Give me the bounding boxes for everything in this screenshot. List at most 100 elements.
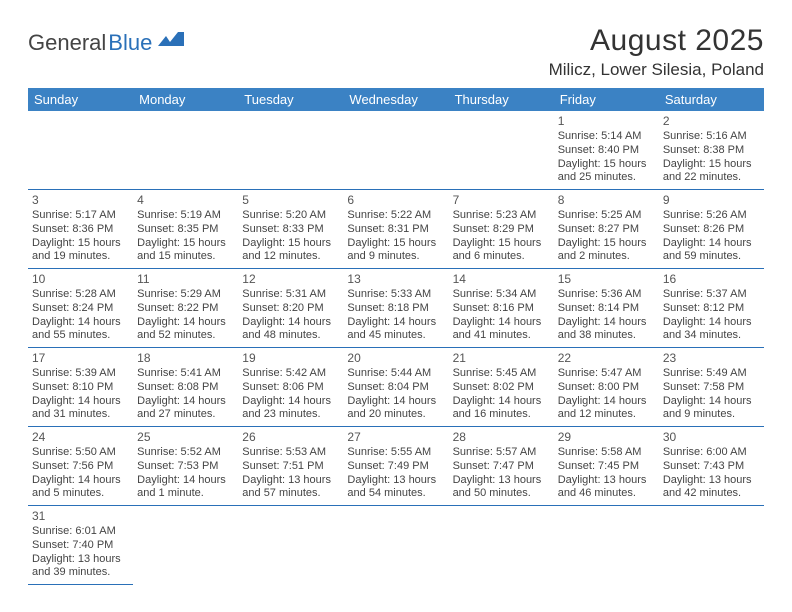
calendar-header: Sunday Monday Tuesday Wednesday Thursday… [28,88,764,111]
sunset-text: Sunset: 7:47 PM [453,460,550,474]
calendar-cell: 24Sunrise: 5:50 AMSunset: 7:56 PMDayligh… [28,427,133,506]
sunset-text: Sunset: 8:27 PM [558,223,655,237]
sunset-text: Sunset: 7:51 PM [242,460,339,474]
sunrise-text: Sunrise: 5:19 AM [137,209,234,223]
calendar-cell: 22Sunrise: 5:47 AMSunset: 8:00 PMDayligh… [554,348,659,427]
calendar-cell [28,111,133,190]
calendar-cell [659,506,764,585]
calendar-table: Sunday Monday Tuesday Wednesday Thursday… [28,88,764,585]
day-number: 4 [137,193,234,208]
sunrise-text: Sunrise: 5:29 AM [137,288,234,302]
sunrise-text: Sunrise: 5:31 AM [242,288,339,302]
calendar-cell [449,111,554,190]
calendar-cell: 16Sunrise: 5:37 AMSunset: 8:12 PMDayligh… [659,269,764,348]
sunrise-text: Sunrise: 6:00 AM [663,446,760,460]
sunrise-text: Sunrise: 5:20 AM [242,209,339,223]
daylight-text: Daylight: 15 hours and 12 minutes. [242,237,339,265]
calendar-cell: 11Sunrise: 5:29 AMSunset: 8:22 PMDayligh… [133,269,238,348]
calendar-row: 10Sunrise: 5:28 AMSunset: 8:24 PMDayligh… [28,269,764,348]
calendar-row: 3Sunrise: 5:17 AMSunset: 8:36 PMDaylight… [28,190,764,269]
calendar-cell: 31Sunrise: 6:01 AMSunset: 7:40 PMDayligh… [28,506,133,585]
day-number: 8 [558,193,655,208]
sunrise-text: Sunrise: 5:49 AM [663,367,760,381]
sunset-text: Sunset: 8:00 PM [558,381,655,395]
calendar-cell: 23Sunrise: 5:49 AMSunset: 7:58 PMDayligh… [659,348,764,427]
daylight-text: Daylight: 15 hours and 2 minutes. [558,237,655,265]
day-number: 26 [242,430,339,445]
sunrise-text: Sunrise: 5:33 AM [347,288,444,302]
sunset-text: Sunset: 7:45 PM [558,460,655,474]
sunrise-text: Sunrise: 5:37 AM [663,288,760,302]
sunrise-text: Sunrise: 5:53 AM [242,446,339,460]
daylight-text: Daylight: 14 hours and 12 minutes. [558,395,655,423]
logo-flag-icon [158,30,184,56]
day-number: 14 [453,272,550,287]
sunset-text: Sunset: 8:20 PM [242,302,339,316]
day-number: 9 [663,193,760,208]
sunset-text: Sunset: 8:14 PM [558,302,655,316]
daylight-text: Daylight: 14 hours and 52 minutes. [137,316,234,344]
day-number: 24 [32,430,129,445]
calendar-cell: 20Sunrise: 5:44 AMSunset: 8:04 PMDayligh… [343,348,448,427]
calendar-cell: 14Sunrise: 5:34 AMSunset: 8:16 PMDayligh… [449,269,554,348]
sunrise-text: Sunrise: 5:23 AM [453,209,550,223]
weekday-header: Saturday [659,88,764,111]
day-number: 6 [347,193,444,208]
sunrise-text: Sunrise: 5:58 AM [558,446,655,460]
calendar-cell: 27Sunrise: 5:55 AMSunset: 7:49 PMDayligh… [343,427,448,506]
daylight-text: Daylight: 14 hours and 59 minutes. [663,237,760,265]
calendar-cell: 29Sunrise: 5:58 AMSunset: 7:45 PMDayligh… [554,427,659,506]
sunrise-text: Sunrise: 5:28 AM [32,288,129,302]
calendar-cell [133,111,238,190]
sunset-text: Sunset: 7:43 PM [663,460,760,474]
calendar-cell: 28Sunrise: 5:57 AMSunset: 7:47 PMDayligh… [449,427,554,506]
weekday-header: Wednesday [343,88,448,111]
day-number: 16 [663,272,760,287]
calendar-cell: 18Sunrise: 5:41 AMSunset: 8:08 PMDayligh… [133,348,238,427]
day-number: 22 [558,351,655,366]
daylight-text: Daylight: 15 hours and 15 minutes. [137,237,234,265]
day-number: 2 [663,114,760,129]
daylight-text: Daylight: 15 hours and 6 minutes. [453,237,550,265]
daylight-text: Daylight: 15 hours and 25 minutes. [558,158,655,186]
calendar-cell [554,506,659,585]
logo-text-1: General [28,30,106,56]
day-number: 29 [558,430,655,445]
sunset-text: Sunset: 8:29 PM [453,223,550,237]
daylight-text: Daylight: 13 hours and 39 minutes. [32,553,129,581]
sunrise-text: Sunrise: 5:50 AM [32,446,129,460]
calendar-cell: 13Sunrise: 5:33 AMSunset: 8:18 PMDayligh… [343,269,448,348]
sunset-text: Sunset: 8:31 PM [347,223,444,237]
sunrise-text: Sunrise: 5:55 AM [347,446,444,460]
logo-text-2: Blue [108,30,152,56]
sunrise-text: Sunrise: 5:47 AM [558,367,655,381]
day-number: 18 [137,351,234,366]
day-number: 12 [242,272,339,287]
calendar-cell: 10Sunrise: 5:28 AMSunset: 8:24 PMDayligh… [28,269,133,348]
sunset-text: Sunset: 7:49 PM [347,460,444,474]
daylight-text: Daylight: 14 hours and 55 minutes. [32,316,129,344]
header-row: GeneralBlue August 2025 Milicz, Lower Si… [28,24,764,80]
calendar-cell: 25Sunrise: 5:52 AMSunset: 7:53 PMDayligh… [133,427,238,506]
calendar-cell: 7Sunrise: 5:23 AMSunset: 8:29 PMDaylight… [449,190,554,269]
day-number: 11 [137,272,234,287]
weekday-header: Friday [554,88,659,111]
weekday-header: Monday [133,88,238,111]
sunrise-text: Sunrise: 5:36 AM [558,288,655,302]
sunrise-text: Sunrise: 5:39 AM [32,367,129,381]
calendar-cell [238,506,343,585]
sunrise-text: Sunrise: 5:22 AM [347,209,444,223]
calendar-cell: 6Sunrise: 5:22 AMSunset: 8:31 PMDaylight… [343,190,448,269]
sunset-text: Sunset: 8:26 PM [663,223,760,237]
daylight-text: Daylight: 14 hours and 41 minutes. [453,316,550,344]
day-number: 13 [347,272,444,287]
daylight-text: Daylight: 14 hours and 31 minutes. [32,395,129,423]
day-number: 1 [558,114,655,129]
daylight-text: Daylight: 13 hours and 42 minutes. [663,474,760,502]
daylight-text: Daylight: 13 hours and 50 minutes. [453,474,550,502]
sunset-text: Sunset: 7:53 PM [137,460,234,474]
daylight-text: Daylight: 13 hours and 54 minutes. [347,474,444,502]
day-number: 20 [347,351,444,366]
calendar-cell: 3Sunrise: 5:17 AMSunset: 8:36 PMDaylight… [28,190,133,269]
sunrise-text: Sunrise: 5:16 AM [663,130,760,144]
